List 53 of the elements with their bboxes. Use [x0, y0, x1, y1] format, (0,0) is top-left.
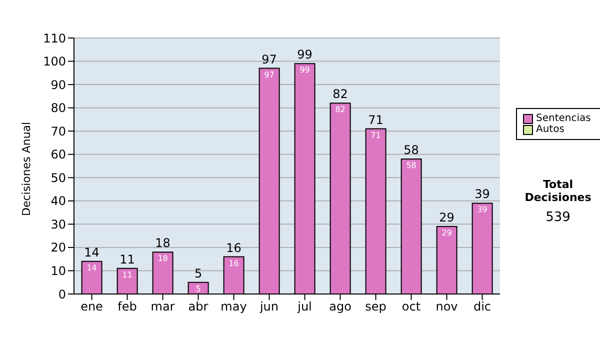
y-tick-label: 10 — [50, 264, 66, 278]
y-tick-label: 90 — [50, 78, 66, 92]
x-tick-label: feb — [118, 300, 137, 314]
y-tick-label: 60 — [50, 148, 66, 162]
x-tick-label: jul — [296, 300, 312, 314]
x-tick-label: ene — [80, 300, 103, 314]
x-tick-label: jun — [258, 300, 279, 314]
y-tick-label: 0 — [58, 287, 66, 302]
x-tick-label: ago — [329, 300, 352, 314]
x-tick-label: dic — [473, 300, 492, 314]
annotation: 39 — [474, 187, 490, 202]
annotation: 14 — [84, 245, 100, 260]
data-label: 11 — [122, 270, 132, 280]
data-label: 14 — [86, 263, 97, 272]
annotation: 29 — [439, 210, 454, 225]
y-axis-title: Decisiones Anual — [20, 122, 33, 216]
data-label: 99 — [300, 66, 310, 75]
data-label: 39 — [477, 205, 488, 214]
y-tick-label: 30 — [50, 217, 66, 232]
annotation: 5 — [194, 266, 202, 280]
x-tick-label: abr — [188, 300, 208, 314]
data-label: 97 — [264, 70, 274, 80]
data-label: 29 — [442, 228, 452, 238]
x-tick-label: sep — [365, 300, 386, 314]
annotation: 58 — [404, 143, 419, 158]
text: 539 — [544, 210, 572, 225]
x-tick-label: may — [220, 300, 247, 314]
x-tick-label: oct — [402, 300, 421, 314]
annotation: 82 — [332, 87, 348, 102]
data-label: 58 — [406, 161, 416, 170]
legend-label: Autos — [536, 124, 564, 135]
data-label: 71 — [370, 130, 381, 140]
y-tick-label: 70 — [50, 124, 66, 138]
x-tick-label: mar — [150, 300, 175, 314]
y-tick-label: 110 — [43, 31, 66, 46]
legend-label: Sentencias — [536, 113, 591, 124]
annotation: 18 — [155, 236, 170, 250]
y-tick-label: 40 — [50, 194, 66, 208]
x-tick-label: nov — [436, 300, 458, 314]
data-label: 16 — [228, 258, 239, 268]
annotation: 97 — [262, 52, 277, 66]
y-tick-label: 100 — [43, 54, 66, 69]
data-label: 5 — [196, 284, 201, 294]
y-tick-label: 20 — [50, 240, 66, 255]
y-tick-label: 80 — [50, 101, 66, 116]
annotation: 99 — [297, 48, 312, 62]
text: Total Decisiones — [524, 178, 592, 204]
annotation: 71 — [368, 112, 384, 127]
data-label: 18 — [158, 254, 168, 264]
y-tick-label: 50 — [50, 170, 66, 185]
data-label: 82 — [335, 105, 346, 114]
annotation: 16 — [226, 240, 242, 255]
annotation: 11 — [120, 252, 135, 266]
